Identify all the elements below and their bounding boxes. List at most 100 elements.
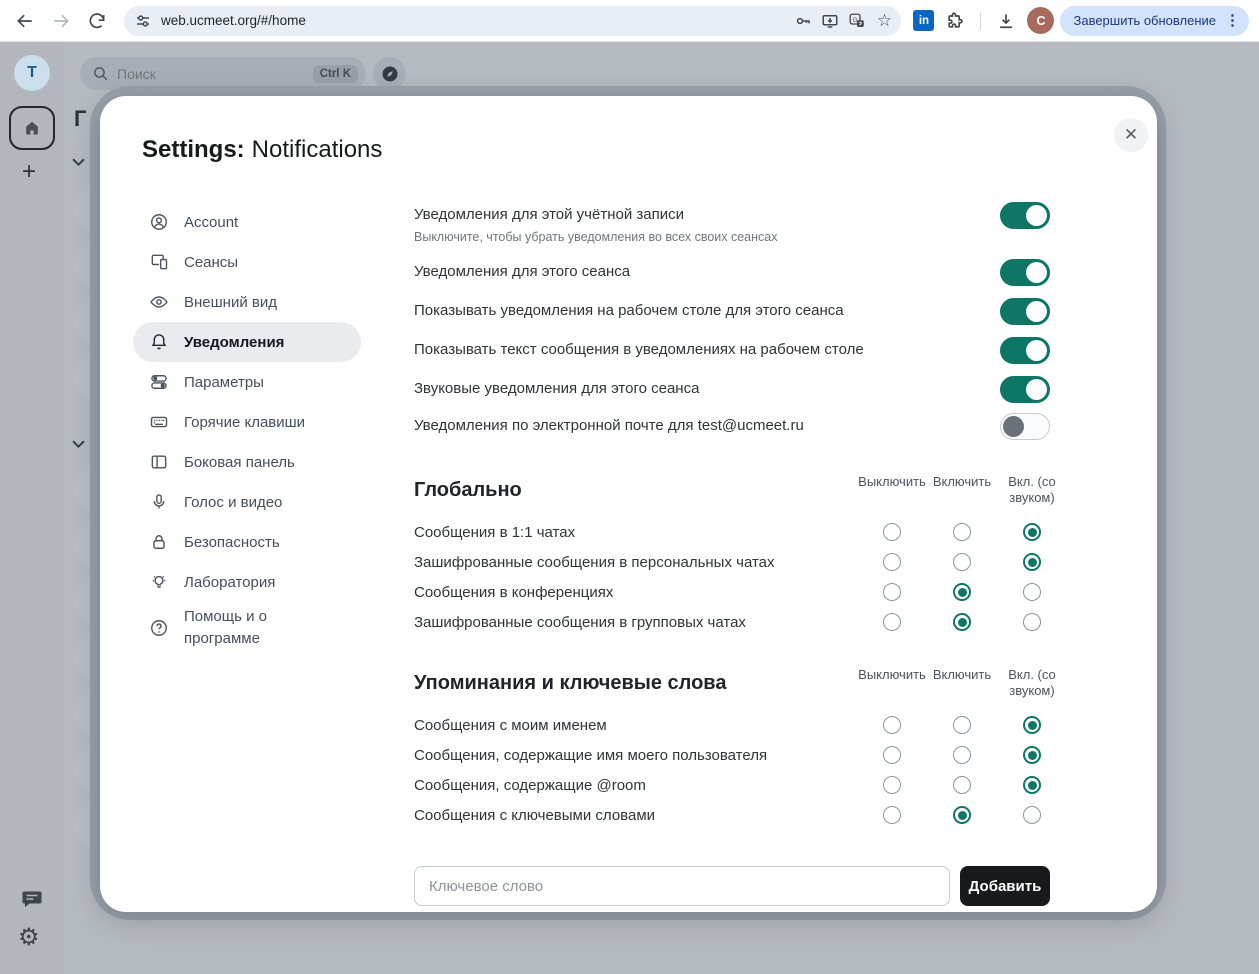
radio-off[interactable]: [883, 716, 901, 735]
nav-item-notifications[interactable]: Уведомления: [133, 322, 361, 362]
search-input[interactable]: Поиск Ctrl K: [80, 57, 366, 90]
radio-on[interactable]: [953, 746, 971, 765]
lock-icon: [153, 535, 165, 549]
radio-on[interactable]: [953, 806, 971, 825]
nav-label: Сеансы: [184, 253, 239, 271]
toggle-label: Уведомления для этой учётной записи: [414, 206, 684, 223]
radio-off[interactable]: [883, 806, 901, 825]
radio-on[interactable]: [953, 776, 971, 795]
radio-on-sound[interactable]: [1023, 806, 1041, 825]
browser-menu-icon[interactable]: ⋮: [1225, 12, 1240, 29]
nav-label: Внешний вид: [184, 293, 277, 311]
toggle-knob: [1003, 416, 1024, 437]
column-header-on: Включить: [932, 474, 992, 489]
toggle-knob: [1026, 379, 1047, 400]
reload-icon[interactable]: [82, 6, 112, 36]
radio-on[interactable]: [953, 553, 971, 572]
radio-on[interactable]: [953, 716, 971, 735]
radio-off[interactable]: [883, 553, 901, 572]
feedback-chat-icon[interactable]: [20, 887, 44, 916]
column-header-on: Включить: [932, 667, 992, 682]
svg-text:G: G: [853, 16, 858, 23]
radio-on-sound[interactable]: [1023, 716, 1041, 735]
radio-on-sound[interactable]: [1023, 613, 1041, 632]
nav-item-hotkeys[interactable]: Горячие клавиши: [133, 402, 361, 442]
radio-on-sound[interactable]: [1023, 583, 1041, 602]
notifications-bell-icon: [151, 334, 167, 350]
explore-rooms-button[interactable]: [373, 57, 406, 90]
search-shortcut-badge: Ctrl K: [312, 64, 358, 83]
settings-gear-icon[interactable]: ⚙: [18, 924, 40, 951]
browser-toolbar: web.ucmeet.org/#/home G ☆ in C Завершить…: [0, 0, 1259, 42]
account-icon: [151, 214, 167, 230]
toggle-desktop-notifications[interactable]: [1000, 298, 1050, 325]
radio-on-sound[interactable]: [1023, 523, 1041, 542]
home-icon: [26, 121, 38, 135]
nav-item-labs[interactable]: Лаборатория: [133, 562, 361, 602]
radio-row-label: Зашифрованные сообщения в групповых чата…: [414, 613, 746, 631]
site-settings-icon[interactable]: [134, 12, 152, 30]
help-icon: [151, 619, 167, 636]
radio-on[interactable]: [953, 523, 971, 542]
nav-label: Горячие клавиши: [184, 413, 306, 431]
radio-row: Зашифрованные сообщения в групповых чата…: [414, 607, 1069, 637]
browser-profile-avatar[interactable]: C: [1027, 7, 1055, 34]
nav-item-help-about[interactable]: Помощь и о программе: [133, 602, 361, 654]
section-title: Упоминания и ключевые слова: [414, 672, 727, 694]
radio-on-sound[interactable]: [1023, 776, 1041, 795]
back-icon[interactable]: [10, 6, 40, 36]
password-key-icon[interactable]: [794, 12, 812, 30]
nav-item-voice-video[interactable]: Голос и видео: [133, 482, 361, 522]
settings-nav: Account Сеансы Внешний вид Уведомления П…: [133, 202, 361, 654]
install-app-icon[interactable]: [821, 12, 839, 30]
toggle-audible-notifications[interactable]: [1000, 376, 1050, 403]
nav-item-security[interactable]: Безопасность: [133, 522, 361, 562]
finish-update-label: Завершить обновление: [1073, 13, 1216, 28]
room-list-heading-clipped: Г: [74, 106, 87, 131]
toggle-label: Показывать текст сообщения в уведомления…: [414, 341, 864, 358]
keyword-input[interactable]: [414, 866, 950, 906]
user-avatar[interactable]: T: [14, 55, 50, 91]
radio-on-sound[interactable]: [1023, 553, 1041, 572]
radio-off[interactable]: [883, 746, 901, 765]
toggle-show-message-text[interactable]: [1000, 337, 1050, 364]
extensions-puzzle-icon[interactable]: [940, 6, 970, 36]
finish-update-button[interactable]: Завершить обновление ⋮: [1060, 5, 1249, 36]
dialog-title-section: Notifications: [251, 136, 383, 163]
radio-row-label: Сообщения, содержащие @room: [414, 776, 646, 794]
dialog-title-prefix: Settings:: [142, 136, 245, 163]
nav-item-sidebar[interactable]: Боковая панель: [133, 442, 361, 482]
radio-row: Сообщения в 1:1 чатах: [414, 517, 1069, 547]
toggle-account-notifications[interactable]: [1000, 202, 1050, 229]
nav-item-sessions[interactable]: Сеансы: [133, 242, 361, 282]
section-mentions-keywords: Упоминания и ключевые слова Выключить Вк…: [414, 665, 1069, 830]
home-space-button[interactable]: [9, 106, 55, 150]
translate-icon[interactable]: G: [848, 12, 866, 30]
toggle-label: Уведомления по электронной почте для tes…: [414, 417, 804, 434]
radio-off[interactable]: [883, 583, 901, 602]
radio-off[interactable]: [883, 613, 901, 632]
column-header-sound: Вкл. (со звуком): [1008, 667, 1056, 698]
radio-row-label: Сообщения в конференциях: [414, 583, 614, 601]
close-icon[interactable]: ✕: [1114, 118, 1148, 152]
toggle-session-notifications[interactable]: [1000, 259, 1050, 286]
bookmark-star-icon[interactable]: ☆: [876, 11, 893, 30]
toggle-label: Показывать уведомления на рабочем столе …: [414, 302, 844, 319]
radio-off[interactable]: [883, 776, 901, 795]
space-rail: [0, 42, 64, 974]
radio-on[interactable]: [953, 613, 971, 632]
address-bar[interactable]: web.ucmeet.org/#/home G ☆: [124, 5, 902, 36]
radio-row-label: Зашифрованные сообщения в персональных ч…: [414, 553, 775, 571]
radio-on-sound[interactable]: [1023, 746, 1041, 765]
linkedin-extension-icon[interactable]: in: [913, 10, 935, 31]
nav-item-preferences[interactable]: Параметры: [133, 362, 361, 402]
add-space-button[interactable]: +: [22, 158, 37, 185]
downloads-icon[interactable]: [991, 6, 1021, 36]
radio-off[interactable]: [883, 523, 901, 542]
url-text[interactable]: web.ucmeet.org/#/home: [161, 13, 306, 28]
radio-on[interactable]: [953, 583, 971, 602]
nav-item-appearance[interactable]: Внешний вид: [133, 282, 361, 322]
nav-item-account[interactable]: Account: [133, 202, 361, 242]
toggle-email-notifications[interactable]: [1000, 413, 1050, 440]
add-keyword-button[interactable]: Добавить: [960, 866, 1050, 906]
